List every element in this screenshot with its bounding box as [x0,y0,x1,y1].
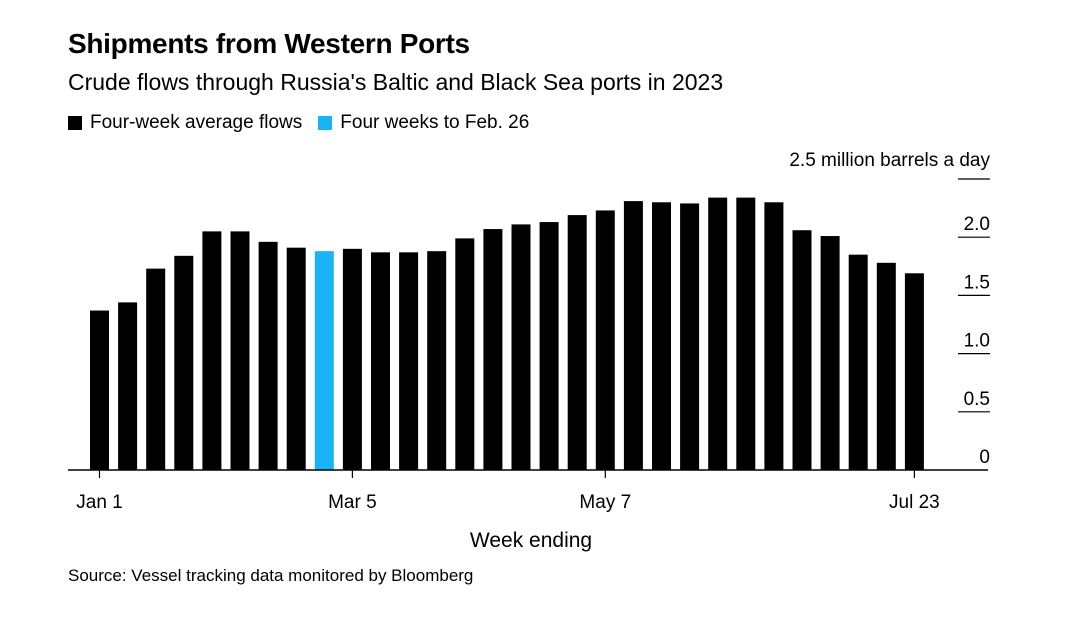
bar-apr-2 [455,238,475,470]
y-tick-label-2: 1.0 [964,331,990,352]
x-axis-label: Week ending [470,529,592,552]
source-note: Source: Vessel tracking data monitored b… [68,566,474,585]
legend-label-average: Four-week average flows [90,112,303,133]
bar-may-21 [652,202,671,470]
x-tick-label-3: Jul 23 [889,492,940,513]
chart-subtitle: Crude flows through Russia's Baltic and … [68,69,724,95]
chart-title: Shipments from Western Ports [68,28,470,59]
bar-feb-5 [230,231,250,470]
y-tick-label-3: 1.5 [964,272,990,293]
legend-item-average: Four-week average flows [68,112,302,134]
legend-swatch-average [68,116,82,130]
x-tick-label-1: Mar 5 [328,492,377,513]
legend-item-highlight: Four weeks to Feb. 26 [318,112,529,134]
bar-mar-5 [342,248,362,470]
bar-jun-25 [792,230,812,470]
legend-swatch-highlight [318,116,333,130]
bar-jan-15 [146,268,166,470]
y-tick-label-0: 0 [979,447,990,468]
bar-feb-26 [314,251,334,470]
bar-feb-12 [258,241,278,470]
bar-mar-26 [427,251,447,470]
bar-may-7 [595,210,615,471]
x-tick-label-0: Jan 1 [76,492,122,513]
y-tick-label-4: 2.0 [964,214,990,235]
y-axis-label: 2.5 million barrels a day [789,150,990,171]
y-tick-label-1: 0.5 [964,389,990,410]
bar-feb-19 [286,247,306,470]
bar-jul-23 [904,273,924,470]
legend-label-highlight: Four weeks to Feb. 26 [340,112,530,133]
bar-jan-22 [174,255,194,470]
bar-jan-1 [90,310,109,470]
bar-jul-2 [820,236,840,470]
bar-jan-29 [202,231,222,470]
legend: Four-week average flows Four weeks to Fe… [68,111,545,135]
bar-apr-23 [539,222,559,470]
bar-jul-9 [848,254,868,470]
bar-mar-19 [399,252,419,470]
bar-apr-9 [483,229,503,470]
bar-jul-16 [876,262,896,470]
bar-apr-30 [567,215,587,470]
bar-apr-16 [511,224,531,470]
bar-mar-12 [371,252,390,470]
bar-jun-4 [708,197,728,470]
bar-jun-11 [736,197,756,470]
bar-jun-18 [764,202,784,470]
bar-may-28 [680,203,700,470]
x-tick-label-2: May 7 [579,492,631,513]
bar-may-14 [623,201,643,470]
bar-jan-8 [118,302,138,470]
